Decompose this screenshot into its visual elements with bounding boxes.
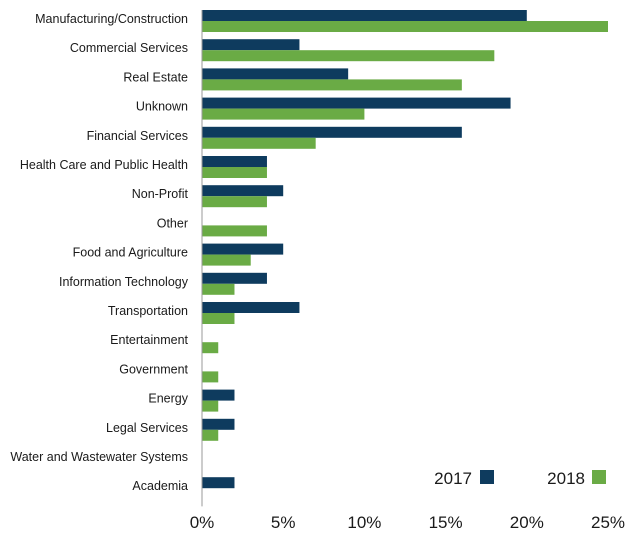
- legend-label-2017: 2017: [434, 469, 472, 488]
- bar-2018: [202, 429, 219, 441]
- category-label: Financial Services: [87, 129, 188, 143]
- bar-2018: [202, 196, 267, 208]
- legend-swatch-2017: [480, 470, 494, 484]
- category-label: Government: [119, 362, 188, 376]
- category-label: Entertainment: [110, 333, 188, 347]
- category-label: Energy: [148, 392, 188, 406]
- bar-2017: [202, 418, 235, 430]
- bar-2018: [202, 167, 267, 178]
- bar-2018: [202, 108, 365, 120]
- bars-group: [202, 10, 608, 489]
- x-tick-label: 0%: [190, 513, 215, 532]
- category-label: Commercial Services: [70, 41, 188, 55]
- category-label: Legal Services: [106, 421, 188, 435]
- x-tick-label: 10%: [347, 513, 381, 532]
- bar-2017: [202, 302, 300, 313]
- category-label: Transportation: [108, 304, 188, 318]
- category-label: Real Estate: [123, 70, 188, 84]
- bar-2018: [202, 50, 495, 62]
- x-tick-label: 15%: [429, 513, 463, 532]
- bar-2017: [202, 243, 284, 255]
- legend-swatch-2018: [592, 470, 606, 484]
- bar-2018: [202, 137, 316, 149]
- category-label: Food and Agriculture: [73, 246, 188, 260]
- bar-2017: [202, 97, 511, 109]
- bar-2018: [202, 313, 235, 324]
- legend: 2017 2018: [434, 469, 606, 488]
- bar-2018: [202, 79, 462, 91]
- bar-2018: [202, 21, 608, 32]
- bar-2018: [202, 254, 251, 266]
- x-tick-labels: 0% 5% 10% 15% 20% 25%: [190, 513, 625, 532]
- category-label: Non-Profit: [132, 187, 189, 201]
- bar-2018: [202, 400, 219, 412]
- bar-2017: [202, 156, 267, 167]
- category-label: Manufacturing/Construction: [35, 12, 188, 26]
- bar-2017: [202, 126, 462, 138]
- x-tick-label: 20%: [510, 513, 544, 532]
- bar-2018: [202, 225, 267, 237]
- x-tick-label: 25%: [591, 513, 625, 532]
- category-label: Unknown: [136, 100, 188, 114]
- x-tick-label: 5%: [271, 513, 296, 532]
- bar-2018: [202, 283, 235, 295]
- category-label: Other: [157, 216, 188, 230]
- category-label: Academia: [132, 479, 188, 493]
- bar-2017: [202, 389, 235, 401]
- bar-2018: [202, 342, 219, 354]
- bar-2017: [202, 39, 300, 51]
- bar-2017: [202, 185, 284, 197]
- bar-2017: [202, 68, 349, 80]
- bar-2017: [202, 477, 235, 489]
- legend-label-2018: 2018: [547, 469, 585, 488]
- category-label: Water and Wastewater Systems: [10, 450, 188, 464]
- category-labels: Manufacturing/Construction Commercial Ser…: [10, 12, 188, 493]
- bar-2018: [202, 371, 219, 383]
- category-label: Information Technology: [59, 275, 189, 289]
- bar-2017: [202, 10, 527, 21]
- bar-2017: [202, 272, 267, 284]
- category-label: Health Care and Public Health: [20, 158, 188, 172]
